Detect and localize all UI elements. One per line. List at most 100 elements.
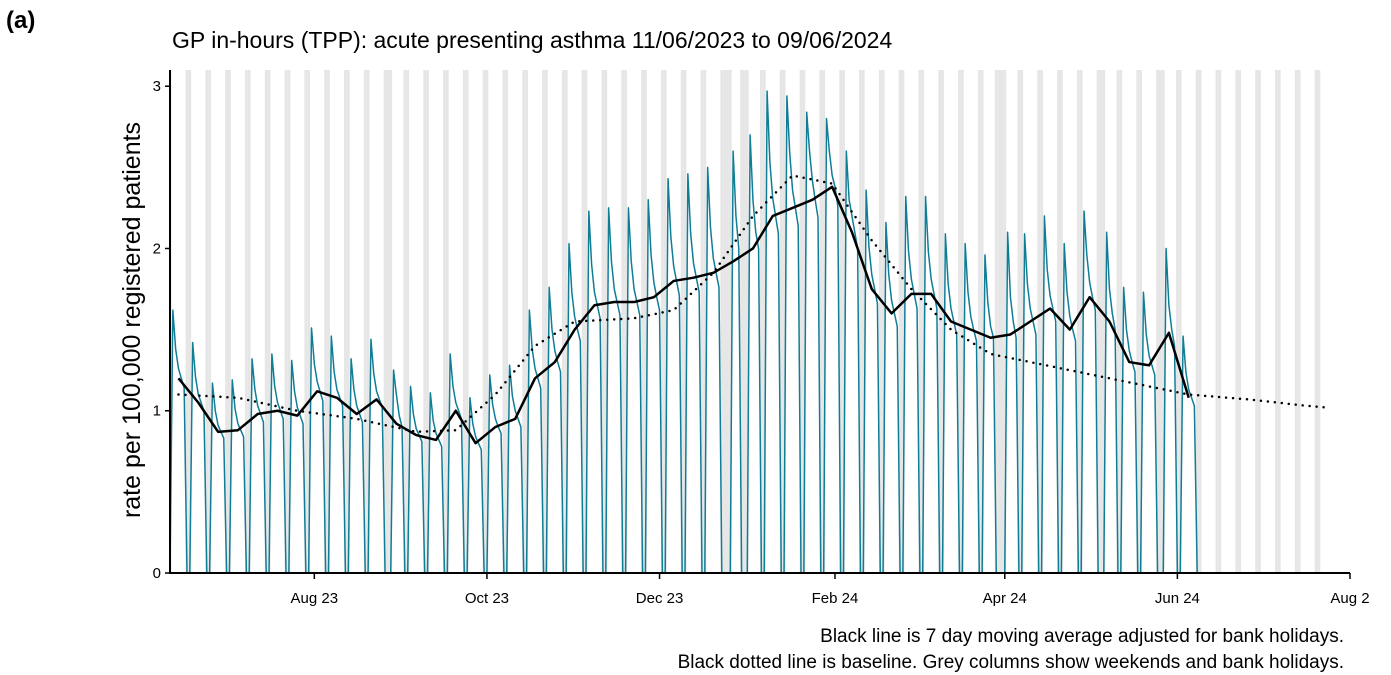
weekend-column xyxy=(643,70,647,573)
weekend-column xyxy=(208,70,212,573)
weekend-column xyxy=(383,70,387,573)
weekend-column xyxy=(1076,70,1080,573)
weekend-column xyxy=(881,70,885,573)
weekend-column xyxy=(185,70,189,573)
weekend-column xyxy=(819,70,823,573)
chart-title: GP in-hours (TPP): acute presenting asth… xyxy=(172,27,892,53)
weekend-column xyxy=(1297,70,1301,573)
weekend-column xyxy=(680,70,684,573)
weekend-column xyxy=(740,70,744,573)
x-tick-label: Oct 23 xyxy=(465,590,509,607)
weekend-column xyxy=(287,70,291,573)
weekend-column xyxy=(842,70,845,573)
shading-layer xyxy=(170,70,1321,573)
weekend-column xyxy=(898,70,902,573)
y-tick-label: 3 xyxy=(153,78,161,95)
weekend-column xyxy=(1275,70,1278,573)
weekend-column xyxy=(997,70,1001,573)
weekend-column xyxy=(878,70,882,573)
weekend-column xyxy=(1136,70,1140,573)
weekend-column xyxy=(779,70,783,573)
x-tick-label: Dec 23 xyxy=(636,590,684,607)
weekend-column xyxy=(1195,70,1199,573)
weekend-column xyxy=(267,70,271,573)
weekend-column xyxy=(601,70,605,573)
weekend-column xyxy=(423,70,427,573)
weekend-column xyxy=(1096,70,1100,573)
weekend-column xyxy=(1238,70,1242,573)
weekend-column xyxy=(462,70,466,573)
weekend-column xyxy=(660,70,664,573)
weekend-column xyxy=(1116,70,1120,573)
weekend-column xyxy=(1139,70,1143,573)
panel-label: (a) xyxy=(6,7,35,34)
bank-holiday-column xyxy=(745,70,749,573)
y-tick-label: 2 xyxy=(153,240,161,257)
weekend-column xyxy=(663,70,667,573)
weekend-column xyxy=(406,70,410,573)
x-tick-label: Aug 23 xyxy=(291,590,339,607)
y-tick-label: 1 xyxy=(153,403,161,420)
weekend-column xyxy=(822,70,826,573)
bank-holiday-column xyxy=(1102,70,1106,573)
weekend-column xyxy=(386,70,390,573)
weekend-column xyxy=(363,70,367,573)
weekend-column xyxy=(624,70,628,573)
weekend-column xyxy=(760,70,763,573)
weekend-column xyxy=(700,70,704,573)
bank-holiday-column xyxy=(1003,70,1007,573)
weekend-column xyxy=(941,70,944,573)
data-line xyxy=(177,185,1190,445)
footnote: Black line is 7 day moving average adjus… xyxy=(820,626,1344,647)
weekend-column xyxy=(1277,70,1281,573)
weekend-column xyxy=(1040,70,1043,573)
bank-holiday-column xyxy=(1161,70,1165,573)
weekend-column xyxy=(1119,70,1123,573)
weekend-column xyxy=(502,70,506,573)
weekend-column xyxy=(1317,70,1321,573)
baseline-line xyxy=(177,174,1329,434)
weekend-column xyxy=(921,70,925,573)
x-tick-label: Jun 24 xyxy=(1155,590,1200,607)
x-tick-label: Feb 24 xyxy=(812,590,859,607)
weekend-column xyxy=(244,70,248,573)
weekend-column xyxy=(901,70,905,573)
weekend-column xyxy=(683,70,687,573)
weekend-column xyxy=(1037,70,1041,573)
weekend-column xyxy=(1079,70,1083,573)
weekend-column xyxy=(977,70,981,573)
weekend-column xyxy=(366,70,370,573)
weekend-column xyxy=(284,70,288,573)
y-axis-label: rate per 100,000 registered patients xyxy=(118,122,146,518)
weekend-column xyxy=(581,70,585,573)
axes-layer: 0 1 2 3 Aug 23 Oct 23 Dec 23 Feb 24 Apr 24 Jun 24… xyxy=(153,70,1370,607)
footnote: Black dotted line is baseline. Grey colu… xyxy=(678,652,1344,673)
weekend-column xyxy=(859,70,862,573)
weekend-column xyxy=(443,70,446,573)
weekend-column xyxy=(1294,70,1298,573)
weekend-column xyxy=(938,70,942,573)
weekend-column xyxy=(1000,70,1004,573)
weekend-column xyxy=(264,70,268,573)
weekend-column xyxy=(802,70,806,573)
weekend-column xyxy=(344,70,347,573)
weekend-column xyxy=(1099,70,1103,573)
weekend-column xyxy=(799,70,803,573)
weekend-column xyxy=(1020,70,1024,573)
weekend-column xyxy=(621,70,625,573)
weekend-column xyxy=(465,70,469,573)
weekend-column xyxy=(958,70,961,573)
weekend-column xyxy=(1215,70,1219,573)
weekend-column xyxy=(542,70,545,573)
weekend-column xyxy=(247,70,251,573)
weekend-column xyxy=(205,70,209,573)
weekend-column xyxy=(1057,70,1060,573)
weekend-column xyxy=(544,70,548,573)
weekend-column xyxy=(426,70,429,573)
weekend-column xyxy=(743,70,746,573)
x-tick-label: Aug 2 xyxy=(1330,590,1369,607)
weekend-column xyxy=(1218,70,1222,573)
weekend-column xyxy=(762,70,766,573)
weekend-column xyxy=(327,70,330,573)
